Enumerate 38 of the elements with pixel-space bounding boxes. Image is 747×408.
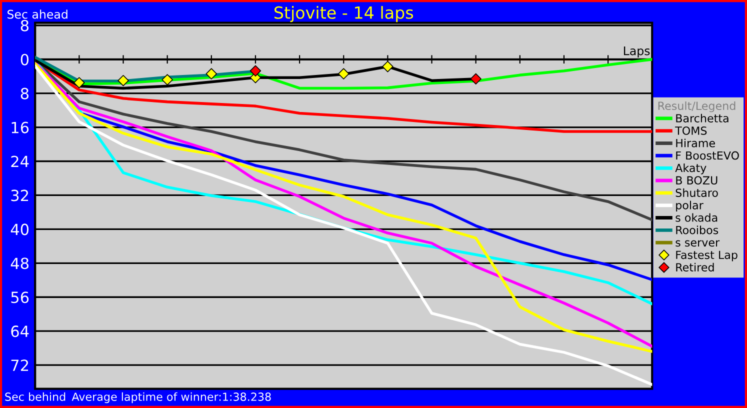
legend-label: Rooibos — [676, 226, 718, 234]
legend-label: Shutaro — [676, 188, 718, 197]
point — [338, 68, 350, 80]
legend-label: Retired — [676, 262, 714, 272]
y-tick-label: 8 — [20, 88, 29, 100]
legend-label: polar — [676, 200, 704, 212]
point — [250, 65, 262, 76]
text: Average laptime of winner:1:38.238 — [72, 392, 271, 404]
y-tick-label: 0 — [20, 54, 29, 66]
y-tick-label: 64 — [11, 326, 29, 338]
y-axis-title: Sec ahead — [8, 10, 68, 19]
y-tick-label: 40 — [10, 224, 29, 236]
legend-label: B BOZU — [676, 176, 718, 185]
y-tick-label: 32 — [11, 190, 28, 202]
legend-label: TOMS — [675, 126, 707, 135]
y-tick-label: 8 — [20, 20, 29, 32]
x-axis-title: Laps — [624, 46, 650, 58]
point — [118, 74, 129, 86]
text: Sec behind — [5, 392, 66, 401]
point — [74, 77, 85, 88]
point — [382, 60, 394, 72]
legend-label: Akaty — [675, 164, 706, 174]
point — [470, 73, 482, 85]
legend-label: s server — [676, 240, 720, 247]
legend-label: Fastest Lap — [676, 250, 738, 262]
legend-label: s okada — [676, 213, 718, 222]
legend-label: F BoostEVO — [676, 151, 739, 160]
legend-label: Hirame — [676, 138, 715, 148]
y-tick-label: 48 — [10, 258, 29, 270]
legend-title: Result/Legend — [658, 101, 736, 112]
y-tick-label: 56 — [11, 292, 29, 304]
point — [206, 68, 218, 80]
chart-title: Stjovite - 14 laps — [274, 6, 414, 22]
y-tick-label: 24 — [11, 156, 29, 168]
y-tick-label: 16 — [12, 122, 29, 134]
point — [162, 74, 173, 86]
y-tick-label: 72 — [11, 360, 28, 371]
legend-label: Barchetta — [676, 114, 728, 122]
